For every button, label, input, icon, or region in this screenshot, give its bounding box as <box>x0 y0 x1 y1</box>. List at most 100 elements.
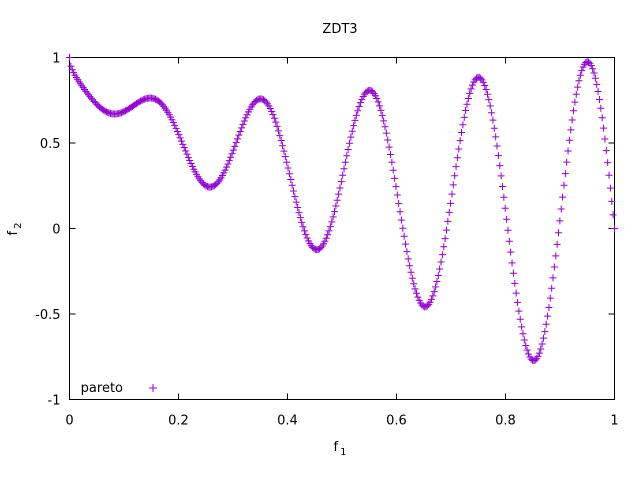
data-point <box>412 289 420 297</box>
data-point <box>548 284 556 292</box>
data-point <box>519 330 527 338</box>
data-point <box>382 129 390 137</box>
data-point <box>591 74 599 82</box>
data-point <box>335 190 343 198</box>
data-point <box>490 124 498 132</box>
data-point <box>407 268 415 276</box>
data-point <box>350 122 358 130</box>
data-point <box>243 111 251 119</box>
data-point <box>171 121 179 129</box>
data-point <box>324 231 332 239</box>
data-point <box>386 151 394 159</box>
data-point <box>339 171 347 179</box>
data-point <box>571 98 579 106</box>
data-point <box>236 127 244 135</box>
data-point <box>384 136 392 144</box>
data-point <box>509 269 517 277</box>
y-tick-label: -0.5 <box>35 308 60 323</box>
data-point <box>266 105 274 113</box>
data-point <box>234 135 242 143</box>
data-point <box>578 67 586 75</box>
data-point <box>440 243 448 251</box>
data-point <box>235 131 243 139</box>
data-point <box>512 289 520 297</box>
data-point <box>441 235 449 243</box>
x-tick-label: 0 <box>65 414 73 429</box>
data-point <box>590 69 598 77</box>
data-point <box>341 158 349 166</box>
data-point <box>488 109 496 117</box>
data-point <box>280 147 288 155</box>
x-tick-label: 0.6 <box>386 414 407 429</box>
data-point <box>403 248 411 256</box>
data-point <box>541 328 549 336</box>
plot-area-border <box>69 57 615 400</box>
data-point <box>328 218 336 226</box>
data-point <box>546 294 554 302</box>
y-tick-label: 0.5 <box>40 137 61 152</box>
data-point <box>493 142 501 150</box>
data-point <box>459 121 467 129</box>
data-point <box>432 283 440 291</box>
data-point <box>448 190 456 198</box>
data-point <box>184 153 192 161</box>
data-point <box>182 147 190 155</box>
data-point <box>604 159 612 167</box>
data-point <box>377 106 385 114</box>
data-point <box>169 119 177 127</box>
data-point <box>460 113 468 121</box>
data-point <box>287 176 295 184</box>
data-point <box>274 127 282 135</box>
data-point <box>404 255 412 263</box>
data-point <box>511 279 519 287</box>
data-point <box>369 88 377 96</box>
data-point <box>186 157 194 164</box>
data-point <box>466 89 474 97</box>
data-point <box>554 229 562 237</box>
data-point <box>283 158 291 166</box>
data-point <box>411 285 419 293</box>
data-point <box>587 61 595 69</box>
data-point <box>477 74 485 82</box>
data-point <box>343 152 351 160</box>
data-point <box>221 166 229 174</box>
data-point <box>602 147 610 155</box>
data-point <box>437 258 445 266</box>
data-point <box>508 259 516 267</box>
data-point <box>611 225 618 232</box>
data-point <box>346 139 354 147</box>
x-tick-label: 1 <box>610 414 618 429</box>
data-point <box>397 216 405 224</box>
data-point <box>67 62 75 70</box>
data-point <box>463 100 471 108</box>
data-point <box>385 143 393 151</box>
data-point <box>299 223 307 231</box>
data-point <box>453 154 461 162</box>
data-point <box>559 193 567 201</box>
data-point <box>556 217 564 225</box>
data-point <box>179 140 187 148</box>
data-point <box>564 147 572 155</box>
data-point <box>292 198 300 206</box>
data-point <box>392 183 400 191</box>
data-point <box>281 153 289 161</box>
data-point <box>535 349 543 357</box>
data-point <box>563 158 571 166</box>
data-point <box>560 181 568 189</box>
data-point <box>498 183 506 191</box>
data-point <box>542 320 550 328</box>
data-point <box>373 95 381 103</box>
data-point <box>501 204 509 212</box>
y-tick-label: 1 <box>52 52 60 67</box>
y-axis-label: f2 <box>6 223 24 236</box>
data-point <box>227 153 235 161</box>
data-point <box>408 274 416 282</box>
data-point <box>574 83 582 91</box>
data-point <box>187 160 195 168</box>
data-point <box>464 94 472 102</box>
data-point <box>462 107 470 115</box>
y-axis: -1 -0.5 0 0.5 1 <box>35 52 615 409</box>
data-point <box>565 136 573 144</box>
data-point <box>593 80 601 88</box>
data-point <box>552 252 560 260</box>
